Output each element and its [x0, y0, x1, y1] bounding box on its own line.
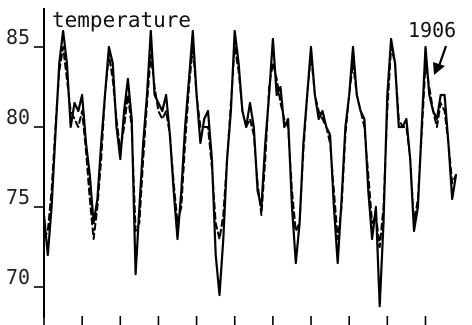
annotation-arrowhead	[433, 62, 445, 75]
y-tick-label: 70	[6, 265, 30, 289]
x-ticks-layer	[43, 316, 427, 325]
series-line-dashed	[43, 46, 457, 248]
y-tick-label: 80	[6, 105, 30, 129]
y-tick-label: 75	[6, 185, 30, 209]
y-ticks-layer: 85 80 75 70	[6, 25, 44, 289]
chart-title: temperature	[52, 8, 191, 32]
series-line-solid	[42, 29, 458, 308]
annotation-arrow	[437, 45, 448, 67]
y-tick-label: 85	[6, 25, 30, 49]
annotation-label: 1906	[408, 18, 456, 42]
annotation: 1906	[408, 18, 456, 75]
series-layer	[42, 29, 458, 308]
